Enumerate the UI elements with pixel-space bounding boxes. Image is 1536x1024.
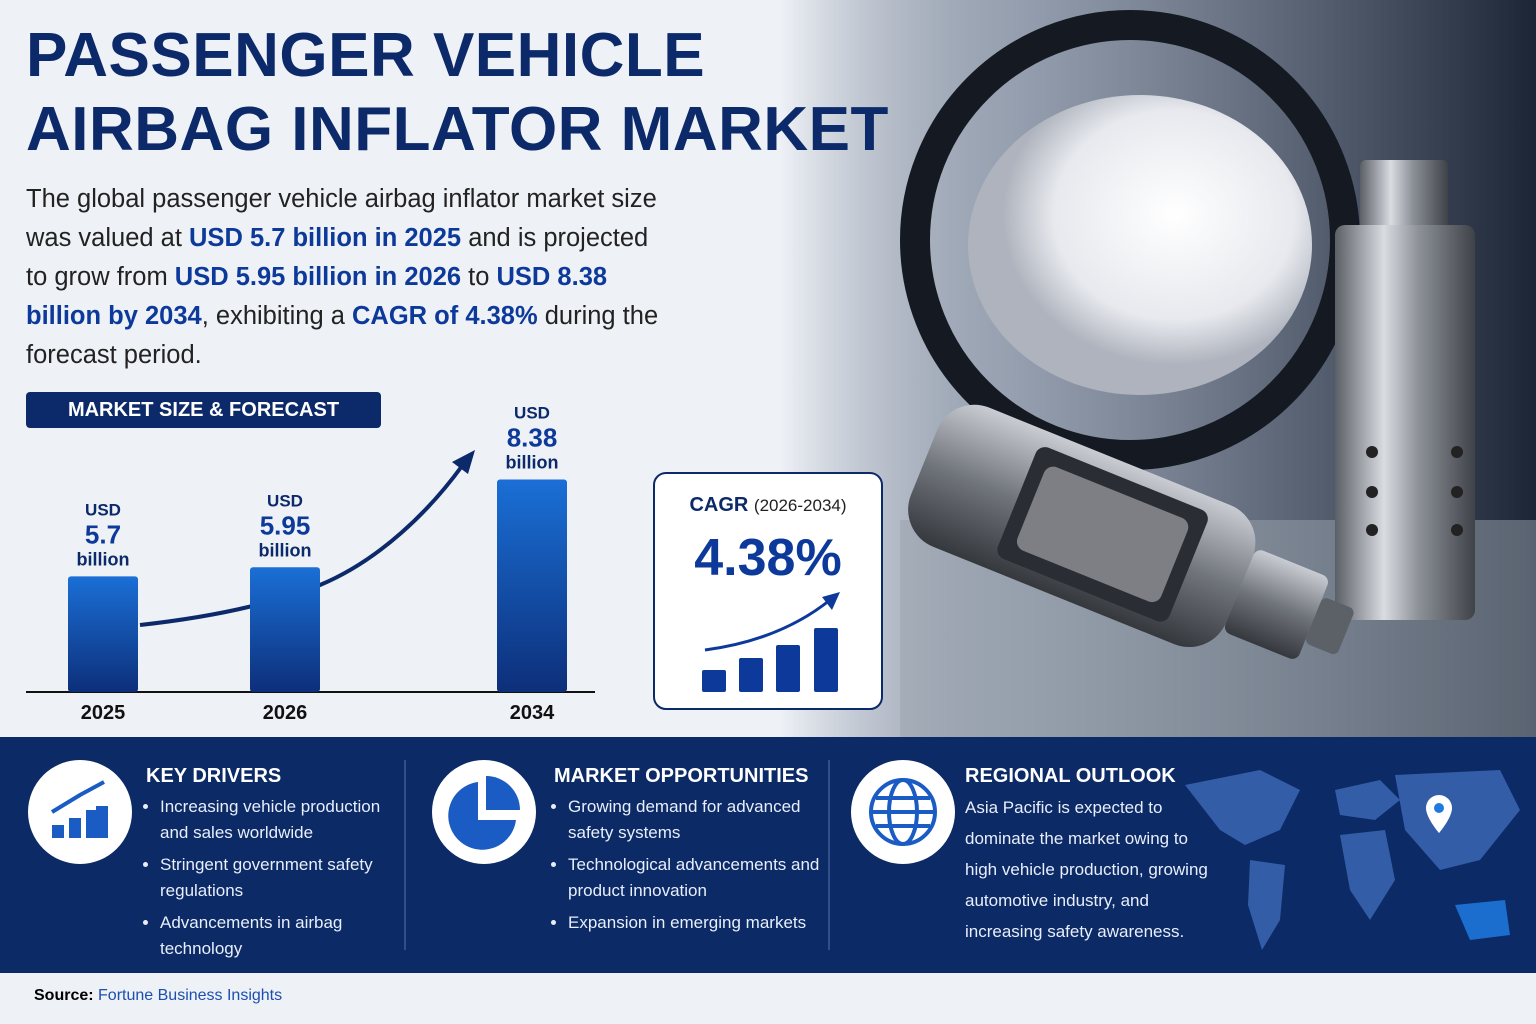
value-label: 5.7 bbox=[85, 519, 121, 549]
unit-suffix: billion bbox=[259, 540, 312, 560]
cylinder-top bbox=[1360, 160, 1448, 230]
arrow-head bbox=[452, 450, 475, 474]
unit-suffix: billion bbox=[77, 549, 130, 569]
text: during the forecast period. bbox=[26, 302, 659, 369]
icon-arrow bbox=[50, 780, 105, 814]
text: , exhibiting a bbox=[201, 302, 352, 330]
icon-globe bbox=[869, 778, 937, 846]
source-name: Fortune Business Insights bbox=[98, 987, 283, 1004]
icon-bars bbox=[52, 806, 108, 838]
cagr-value: 4.38% bbox=[694, 529, 842, 587]
unit-prefix: USD bbox=[267, 491, 303, 510]
bullet: Technological advancements and product i… bbox=[568, 852, 828, 904]
unit-prefix: USD bbox=[85, 500, 121, 519]
text: to bbox=[461, 263, 497, 291]
section-title: REGIONAL OUTLOOK bbox=[965, 765, 1176, 787]
icon-pie bbox=[486, 776, 520, 810]
bar bbox=[497, 479, 567, 692]
bar bbox=[250, 567, 320, 692]
section-title: KEY DRIVERS bbox=[146, 765, 282, 787]
opportunity-list: Growing demand for advanced safety syste… bbox=[554, 794, 828, 942]
value-label: 8.38 bbox=[507, 422, 558, 452]
highlight: USD 5.7 billion in 2025 bbox=[189, 224, 462, 252]
title-line: AIRBAG INFLATOR MARKET bbox=[26, 95, 889, 164]
cagr-icon bbox=[702, 628, 838, 692]
cagr-arrow-head bbox=[822, 592, 840, 610]
x-tick-label: 2026 bbox=[263, 702, 308, 724]
cylinder bbox=[1335, 225, 1475, 620]
x-tick-label: 2034 bbox=[510, 702, 555, 724]
description: The global passenger vehicle airbag infl… bbox=[26, 180, 666, 375]
highlight: USD 8.38 billion by 2034 bbox=[26, 263, 608, 330]
cagr-name: CAGR bbox=[689, 494, 749, 516]
icon-pie bbox=[448, 782, 516, 850]
section-title: MARKET OPPORTUNITIES bbox=[554, 765, 809, 787]
world-map bbox=[1185, 770, 1520, 950]
map-pin bbox=[1426, 795, 1452, 833]
cagr-arrow bbox=[704, 598, 831, 652]
cagr-label: CAGR (2026-2034) bbox=[654, 494, 882, 517]
title-line: PASSENGER VEHICLE bbox=[26, 21, 706, 90]
bullet: Growing demand for advanced safety syste… bbox=[568, 794, 828, 846]
bar bbox=[68, 576, 138, 692]
unit-prefix: USD bbox=[514, 403, 550, 422]
bullet: Advancements in airbag technology bbox=[160, 910, 400, 962]
bullet: Stringent government safety regulations bbox=[160, 852, 400, 904]
regional-text: Asia Pacific is expected to dominate the… bbox=[965, 798, 1208, 941]
source-label: Source: bbox=[34, 987, 94, 1004]
map-pin-dot bbox=[1434, 803, 1444, 813]
source: Source: Fortune Business Insights bbox=[34, 987, 282, 1005]
driver-list: Increasing vehicle production and sales … bbox=[146, 794, 400, 968]
text: The global passenger vehicle airbag infl… bbox=[26, 185, 657, 252]
bullet: Increasing vehicle production and sales … bbox=[160, 794, 400, 846]
value-label: 5.95 bbox=[260, 510, 311, 540]
highlight: USD 5.95 billion in 2026 bbox=[174, 263, 462, 291]
bullet: Expansion in emerging markets bbox=[568, 910, 828, 936]
bar-chart: 2025USD5.7billion2026USD5.95billion2034U… bbox=[68, 403, 567, 724]
chart-title: MARKET SIZE & FORECAST bbox=[26, 392, 381, 428]
info-band bbox=[0, 737, 1536, 973]
inflator bbox=[908, 404, 1354, 659]
cagr-period: (2026-2034) bbox=[753, 496, 847, 515]
cylinder-holes bbox=[1366, 446, 1463, 536]
icon-circle bbox=[28, 760, 132, 864]
highlight: CAGR of 4.38% bbox=[352, 302, 538, 330]
unit-suffix: billion bbox=[506, 452, 559, 472]
text: and is projected to grow from bbox=[26, 224, 649, 291]
x-tick-label: 2025 bbox=[81, 702, 126, 724]
airbag bbox=[968, 95, 1312, 395]
